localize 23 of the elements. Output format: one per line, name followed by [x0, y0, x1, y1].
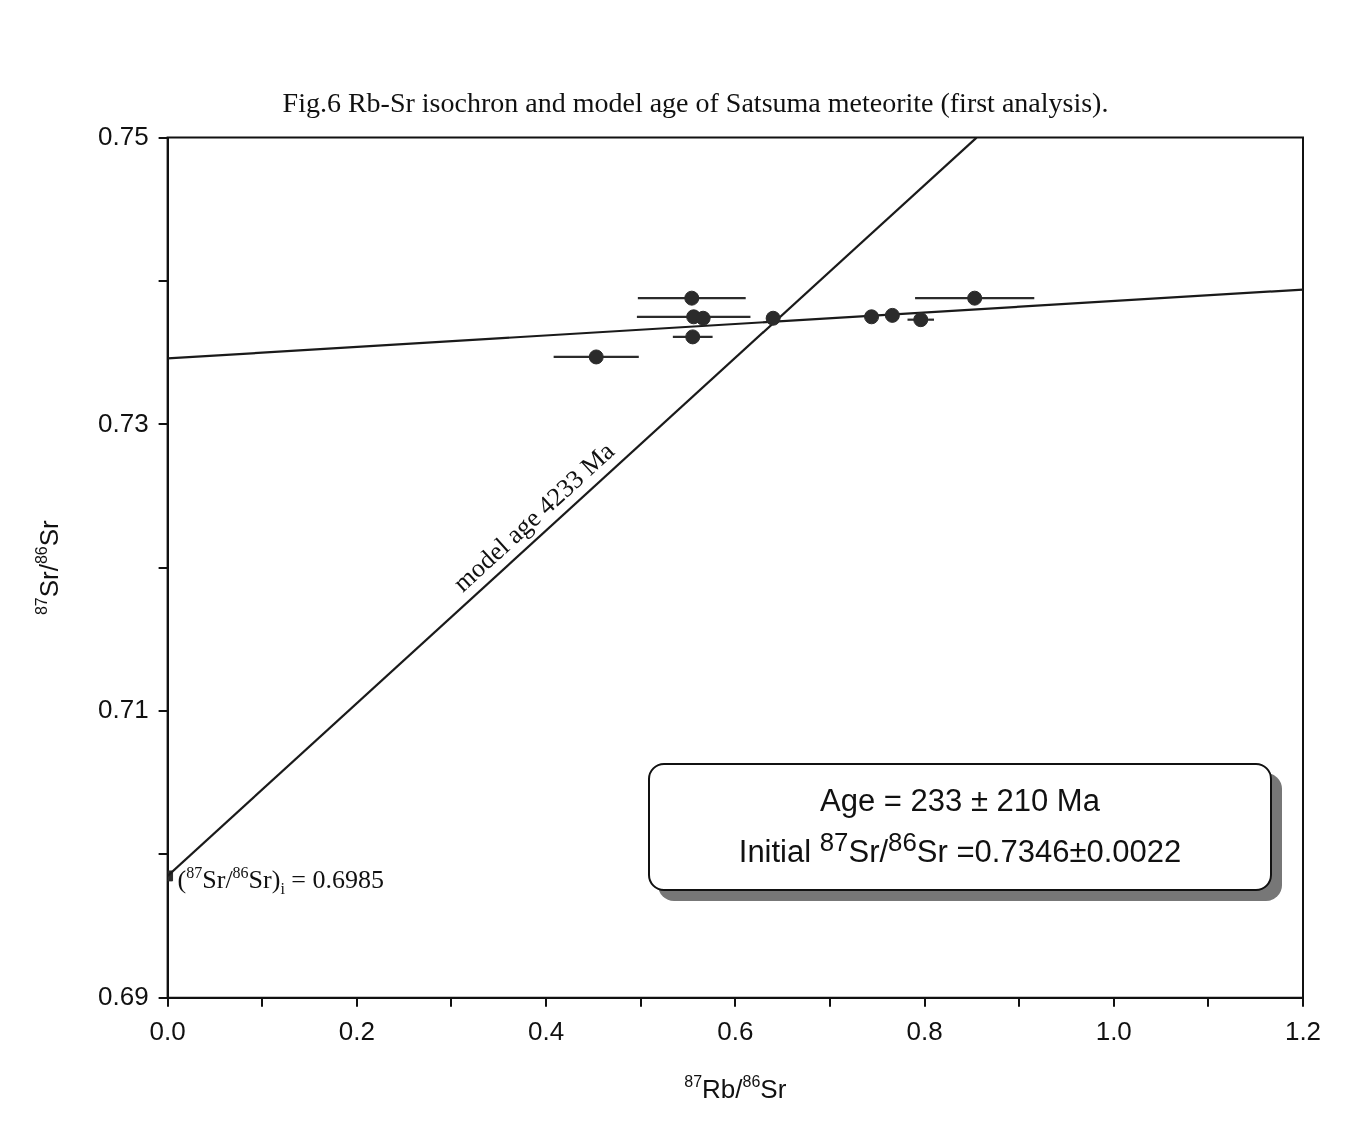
x-tick-label: 0.2: [338, 1015, 375, 1046]
point: [684, 290, 700, 306]
x-tick-label: 1.0: [1095, 1015, 1132, 1046]
x-tick-label: 0.4: [527, 1015, 565, 1046]
y-axis-title: 87Sr/86Sr: [33, 519, 64, 616]
chart-title: Fig.6 Rb-Sr isochron and model age of Satsuma meteorite (first analysis).: [282, 87, 1109, 119]
point: [967, 290, 983, 306]
point: [765, 310, 781, 326]
x-tick-label: 0.6: [717, 1015, 754, 1046]
y-tick-label: 0.75: [97, 120, 149, 151]
point: [588, 349, 604, 365]
annotation: Age = 233 ± 210 Ma: [819, 782, 1101, 820]
x-tick-label: 0.0: [149, 1015, 186, 1046]
y-tick-label: 0.71: [97, 694, 149, 725]
point: [913, 312, 929, 328]
y-tick-label: 0.69: [97, 980, 149, 1011]
point: [685, 329, 701, 345]
x-tick-label: 1.2: [1284, 1015, 1322, 1046]
x-tick-label: 0.8: [906, 1015, 943, 1046]
annotation: Initial $^{87}$Sr/$^{86}$Sr =0.7346±0.0022: [737, 826, 1183, 872]
point: [884, 307, 900, 323]
y-tick-label: 0.73: [97, 407, 149, 438]
point: [864, 309, 880, 325]
